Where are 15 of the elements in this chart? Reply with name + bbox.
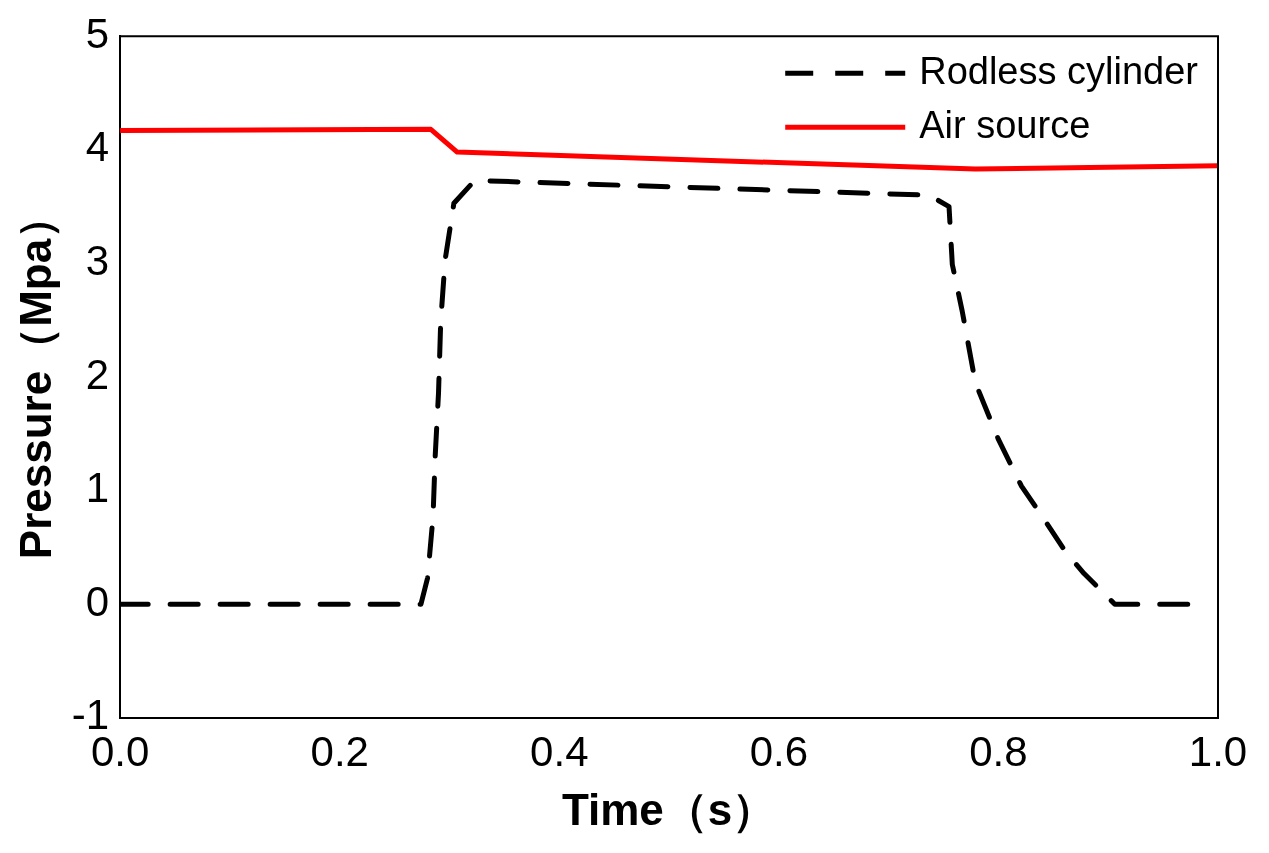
- x-tick-label: 0.4: [530, 727, 589, 775]
- x-tick-label: 1.0: [1188, 727, 1248, 775]
- y-tick-label: 5: [85, 9, 110, 57]
- legend-label: Air source: [919, 103, 1091, 146]
- y-tick-label: 4: [85, 123, 110, 171]
- x-tick-label: 0.2: [310, 727, 369, 775]
- legend-label: Rodless cylinder: [919, 49, 1199, 92]
- y-tick-label: 0: [85, 577, 110, 625]
- x-tick-label: 0.6: [749, 727, 809, 775]
- y-tick-label: 2: [85, 350, 110, 398]
- x-axis-title: Time（s）: [561, 784, 777, 834]
- y-tick-label: 3: [85, 236, 110, 284]
- x-tick-label: 0.8: [969, 727, 1028, 775]
- y-axis-title: Pressure（Mpa）: [10, 194, 60, 560]
- y-tick-label: 1: [85, 464, 110, 512]
